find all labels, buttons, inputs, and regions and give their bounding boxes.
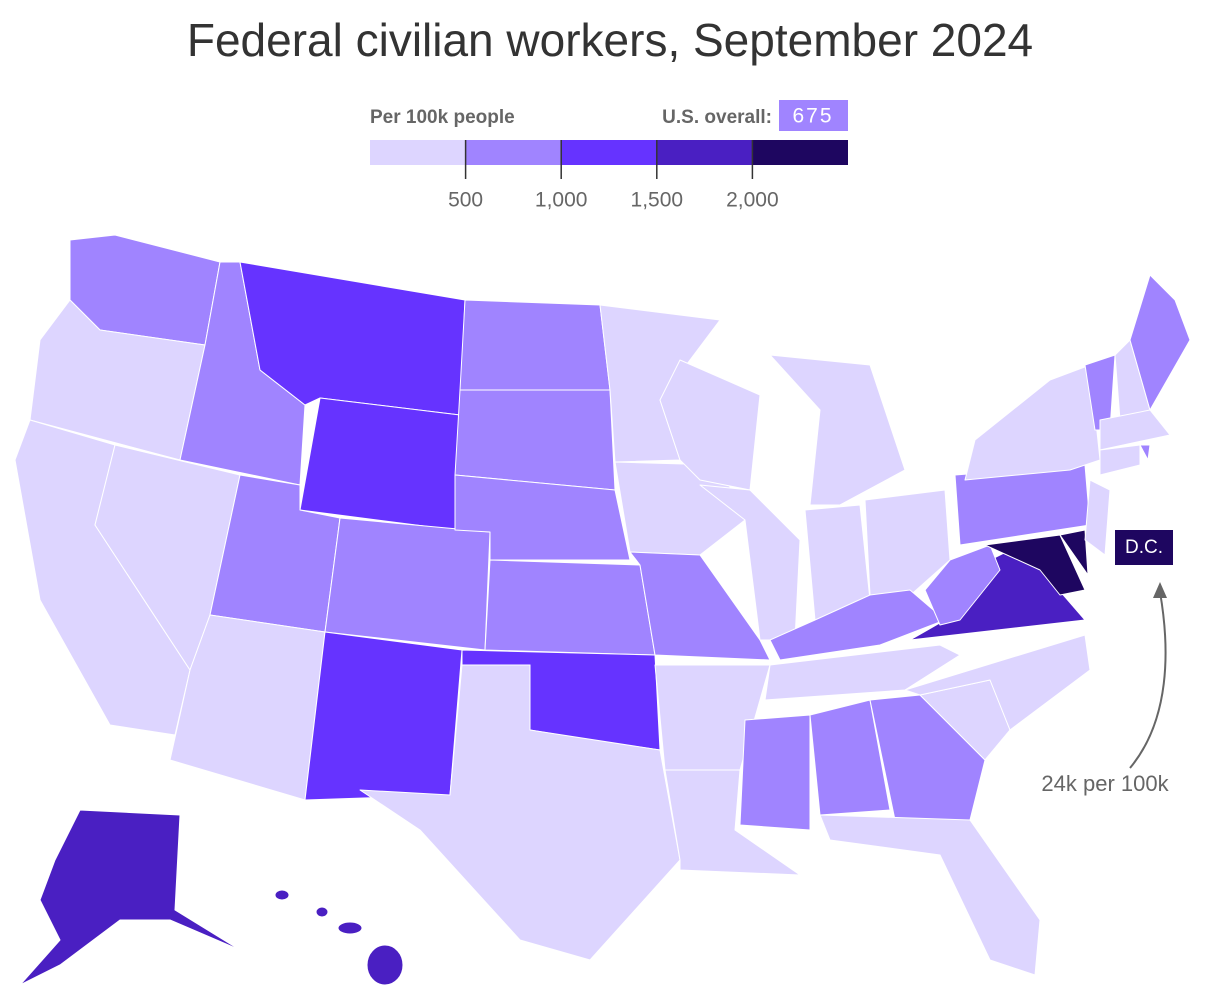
state [1099, 409, 1171, 451]
state [459, 299, 611, 391]
state [664, 769, 801, 876]
state [964, 364, 1101, 481]
dc-note: 24k per 100k [1041, 771, 1169, 796]
island [337, 921, 363, 935]
legend-swatch [752, 140, 848, 165]
state [454, 389, 616, 491]
state [1139, 444, 1151, 461]
state [19, 809, 241, 986]
state [359, 664, 681, 961]
arrow-head [1153, 582, 1167, 598]
legend-tick-label: 2,000 [726, 189, 779, 212]
state [324, 517, 491, 651]
state [769, 354, 906, 506]
state [299, 397, 461, 531]
state [1059, 529, 1089, 576]
overall-box [779, 100, 848, 131]
state [484, 559, 656, 656]
state [864, 489, 951, 601]
dc-label: D.C. [1125, 537, 1163, 558]
legend-swatch [656, 140, 753, 165]
island [274, 889, 290, 901]
state [904, 634, 1091, 731]
overall-label: U.S. overall: [662, 107, 772, 128]
island [366, 944, 404, 986]
state [869, 694, 986, 821]
legend-tick-label: 1,000 [535, 189, 588, 212]
legend-swatch [561, 140, 657, 165]
states [14, 234, 1191, 986]
state [809, 699, 891, 816]
state [739, 714, 811, 831]
legend-swatch [370, 140, 466, 165]
state [984, 534, 1086, 596]
island [315, 906, 329, 918]
state [274, 889, 404, 986]
legend-title: Per 100k people [370, 107, 515, 128]
state [1129, 274, 1191, 411]
state [819, 814, 1041, 976]
state [659, 359, 761, 491]
legend-tick-label: 1,500 [631, 189, 684, 212]
arrow [1129, 591, 1167, 769]
legend-tick-label: 500 [448, 189, 483, 212]
state [764, 644, 961, 701]
state [629, 551, 771, 661]
legend-swatch [465, 140, 562, 165]
dc-box [1115, 530, 1173, 565]
state [1084, 479, 1111, 556]
state [169, 614, 326, 801]
title: Federal civilian workers, September 2024 [187, 14, 1033, 66]
state [769, 589, 946, 661]
state [304, 631, 463, 801]
state [924, 544, 1001, 626]
state [1099, 444, 1141, 476]
legend: 500 1,000 1,500 2,000 675 [370, 100, 848, 212]
overall-value: 675 [792, 105, 833, 128]
